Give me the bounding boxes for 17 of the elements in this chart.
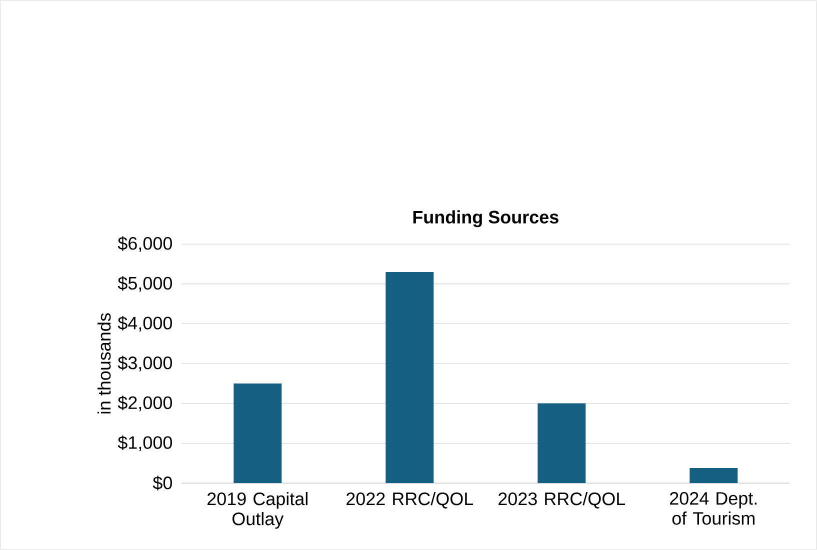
y-tick-label: $5,000 — [118, 276, 172, 292]
y-tick-label: $0 — [152, 476, 172, 490]
bar — [538, 403, 586, 484]
chart-title: Funding Sources — [413, 210, 558, 228]
x-tick-label: 2022 RRC/QOL — [346, 492, 474, 508]
y-axis-title: in thousands — [98, 313, 111, 414]
x-tick-label: 2024 Dept. of Tourism — [670, 492, 757, 525]
x-tick-label: 2023 RRC/QOL — [498, 492, 626, 508]
bar — [234, 384, 282, 484]
bar — [690, 468, 738, 484]
x-tick-label: 2019 Capital Outlay — [208, 492, 308, 529]
y-tick-label: $2,000 — [118, 396, 172, 412]
y-tick-label: $6,000 — [118, 236, 172, 252]
bar — [386, 272, 434, 484]
y-tick-label: $1,000 — [118, 435, 172, 452]
y-tick-label: $3,000 — [118, 356, 172, 372]
y-tick-label: $4,000 — [118, 316, 172, 332]
